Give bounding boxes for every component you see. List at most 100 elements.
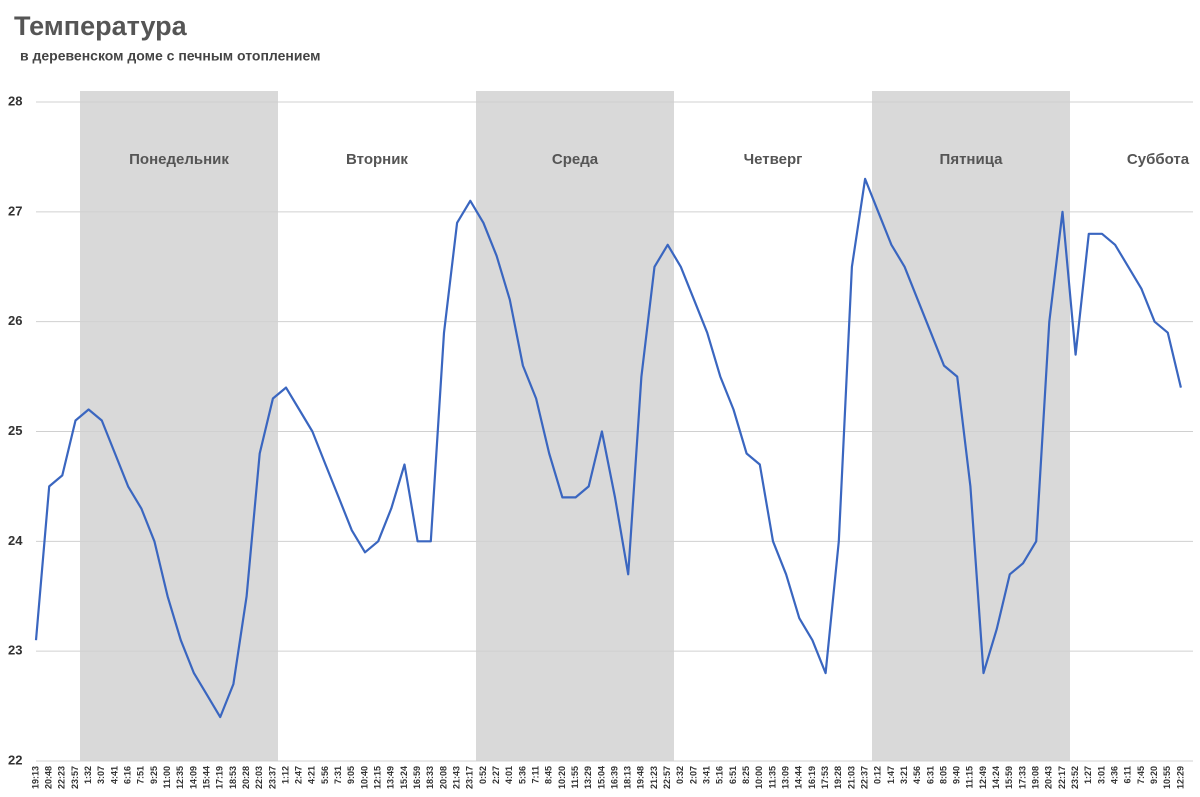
day-label: Суббота: [1127, 151, 1190, 168]
x-tick-label: 11:00: [162, 766, 172, 789]
day-label: Пятница: [940, 151, 1004, 168]
x-tick-label: 9:40: [952, 766, 962, 784]
x-tick-label: 11:55: [570, 766, 580, 789]
series-line: [34, 177, 1182, 719]
x-tick-label: 1:32: [83, 766, 93, 784]
day-band: [872, 91, 1070, 761]
x-tick-label: 20:08: [438, 766, 448, 789]
x-tick-label: 18:53: [228, 766, 238, 789]
x-tick-label: 17:53: [820, 766, 830, 789]
x-tick-label: 1:27: [1083, 766, 1093, 784]
x-tick-label: 13:49: [386, 766, 396, 789]
x-tick-label: 12:49: [978, 766, 988, 789]
x-tick-label: 23:52: [1070, 766, 1080, 789]
x-tick-label: 16:19: [807, 766, 817, 789]
day-band: [80, 91, 278, 761]
day-label: Среда: [552, 151, 599, 168]
x-tick-label: 22:17: [1057, 766, 1067, 789]
y-tick-label: 27: [8, 203, 22, 218]
x-tick-label: 8:05: [938, 766, 948, 784]
y-tick-label: 22: [8, 752, 22, 767]
x-tick-label: 22:23: [57, 766, 67, 789]
x-tick-label: 4:01: [504, 766, 514, 784]
x-tick-label: 17:19: [215, 766, 225, 789]
x-tick-label: 6:16: [122, 766, 132, 784]
chart-title: Температура: [14, 11, 188, 41]
x-tick-label: 21:03: [846, 766, 856, 789]
x-tick-label: 4:41: [109, 766, 119, 784]
x-tick-label: 17:33: [1017, 766, 1027, 789]
x-tick-label: 4:21: [307, 766, 317, 784]
x-tick-label: 20:28: [241, 766, 251, 789]
x-tick-label: 15:04: [596, 766, 606, 789]
x-tick-label: 9:05: [346, 766, 356, 784]
x-tick-label: 3:21: [899, 766, 909, 784]
x-tick-label: 9:20: [1149, 766, 1159, 784]
x-tick-label: 0:32: [675, 766, 685, 784]
x-tick-label: 5:56: [320, 766, 330, 784]
x-tick-label: 2:07: [688, 766, 698, 784]
x-tick-label: 19:28: [833, 766, 843, 789]
x-tick-label: 20:48: [44, 766, 54, 789]
x-tick-label: 1:47: [886, 766, 896, 784]
x-tick-label: 6:51: [728, 766, 738, 784]
x-tick-label: 6:11: [1123, 766, 1133, 784]
x-tick-label: 19:08: [1031, 766, 1041, 789]
x-tick-label: 6:31: [925, 766, 935, 784]
x-tick-label: 14:24: [991, 766, 1001, 789]
x-tick-label: 15:59: [1004, 766, 1014, 789]
x-tick-label: 20:43: [1044, 766, 1054, 789]
x-tick-label: 18:33: [425, 766, 435, 789]
x-tick-label: 16:39: [609, 766, 619, 789]
x-tick-label: 2:27: [491, 766, 501, 784]
x-tick-label: 1:12: [280, 766, 290, 784]
x-tick-label: 23:57: [70, 766, 80, 789]
y-tick-label: 25: [8, 423, 22, 438]
x-tick-label: 10:55: [1162, 766, 1172, 789]
x-tick-label: 5:16: [715, 766, 725, 784]
x-tick-label: 18:13: [623, 766, 633, 789]
x-tick-label: 23:37: [267, 766, 277, 789]
x-tick-label: 7:11: [530, 766, 540, 784]
x-tick-label: 3:41: [702, 766, 712, 784]
x-tick-label: 13:09: [780, 766, 790, 789]
x-tick-label: 22:37: [859, 766, 869, 789]
x-tick-label: 21:43: [451, 766, 461, 789]
x-tick-label: 12:35: [175, 766, 185, 789]
x-tick-label: 10:40: [359, 766, 369, 789]
day-label: Вторник: [346, 151, 408, 168]
x-tick-label: 13:29: [583, 766, 593, 789]
x-tick-label: 0:52: [478, 766, 488, 784]
x-tick-label: 19:48: [636, 766, 646, 789]
x-tick-label: 2:47: [294, 766, 304, 784]
day-label: Понедельник: [129, 151, 229, 168]
x-tick-label: 8:45: [544, 766, 554, 784]
x-tick-label: 7:51: [136, 766, 146, 784]
x-tick-label: 11:15: [965, 766, 975, 789]
x-tick-label: 15:44: [201, 766, 211, 789]
x-tick-label: 22:03: [254, 766, 264, 789]
x-tick-label: 14:09: [188, 766, 198, 789]
x-tick-label: 9:25: [149, 766, 159, 784]
x-tick-label: 16:59: [412, 766, 422, 789]
x-tick-label: 4:56: [912, 766, 922, 784]
x-tick-label: 23:17: [465, 766, 475, 789]
x-tick-label: 10:00: [754, 766, 764, 789]
x-tick-label: 4:36: [1109, 766, 1119, 784]
x-tick-label: 3:07: [96, 766, 106, 784]
x-tick-label: 19:13: [30, 766, 40, 789]
x-tick-label: 22:57: [662, 766, 672, 789]
day-band: [476, 91, 674, 761]
y-tick-label: 26: [8, 313, 22, 328]
x-tick-label: 11:35: [767, 766, 777, 789]
y-tick-label: 24: [8, 533, 23, 548]
x-tick-label: 21:23: [649, 766, 659, 789]
x-tick-label: 10:20: [557, 766, 567, 789]
x-tick-label: 8:25: [741, 766, 751, 784]
x-tick-label: 7:45: [1136, 766, 1146, 784]
x-tick-label: 3:01: [1096, 766, 1106, 784]
y-tick-label: 23: [8, 643, 22, 658]
day-label: Четверг: [744, 151, 803, 168]
x-tick-label: 15:24: [399, 766, 409, 789]
